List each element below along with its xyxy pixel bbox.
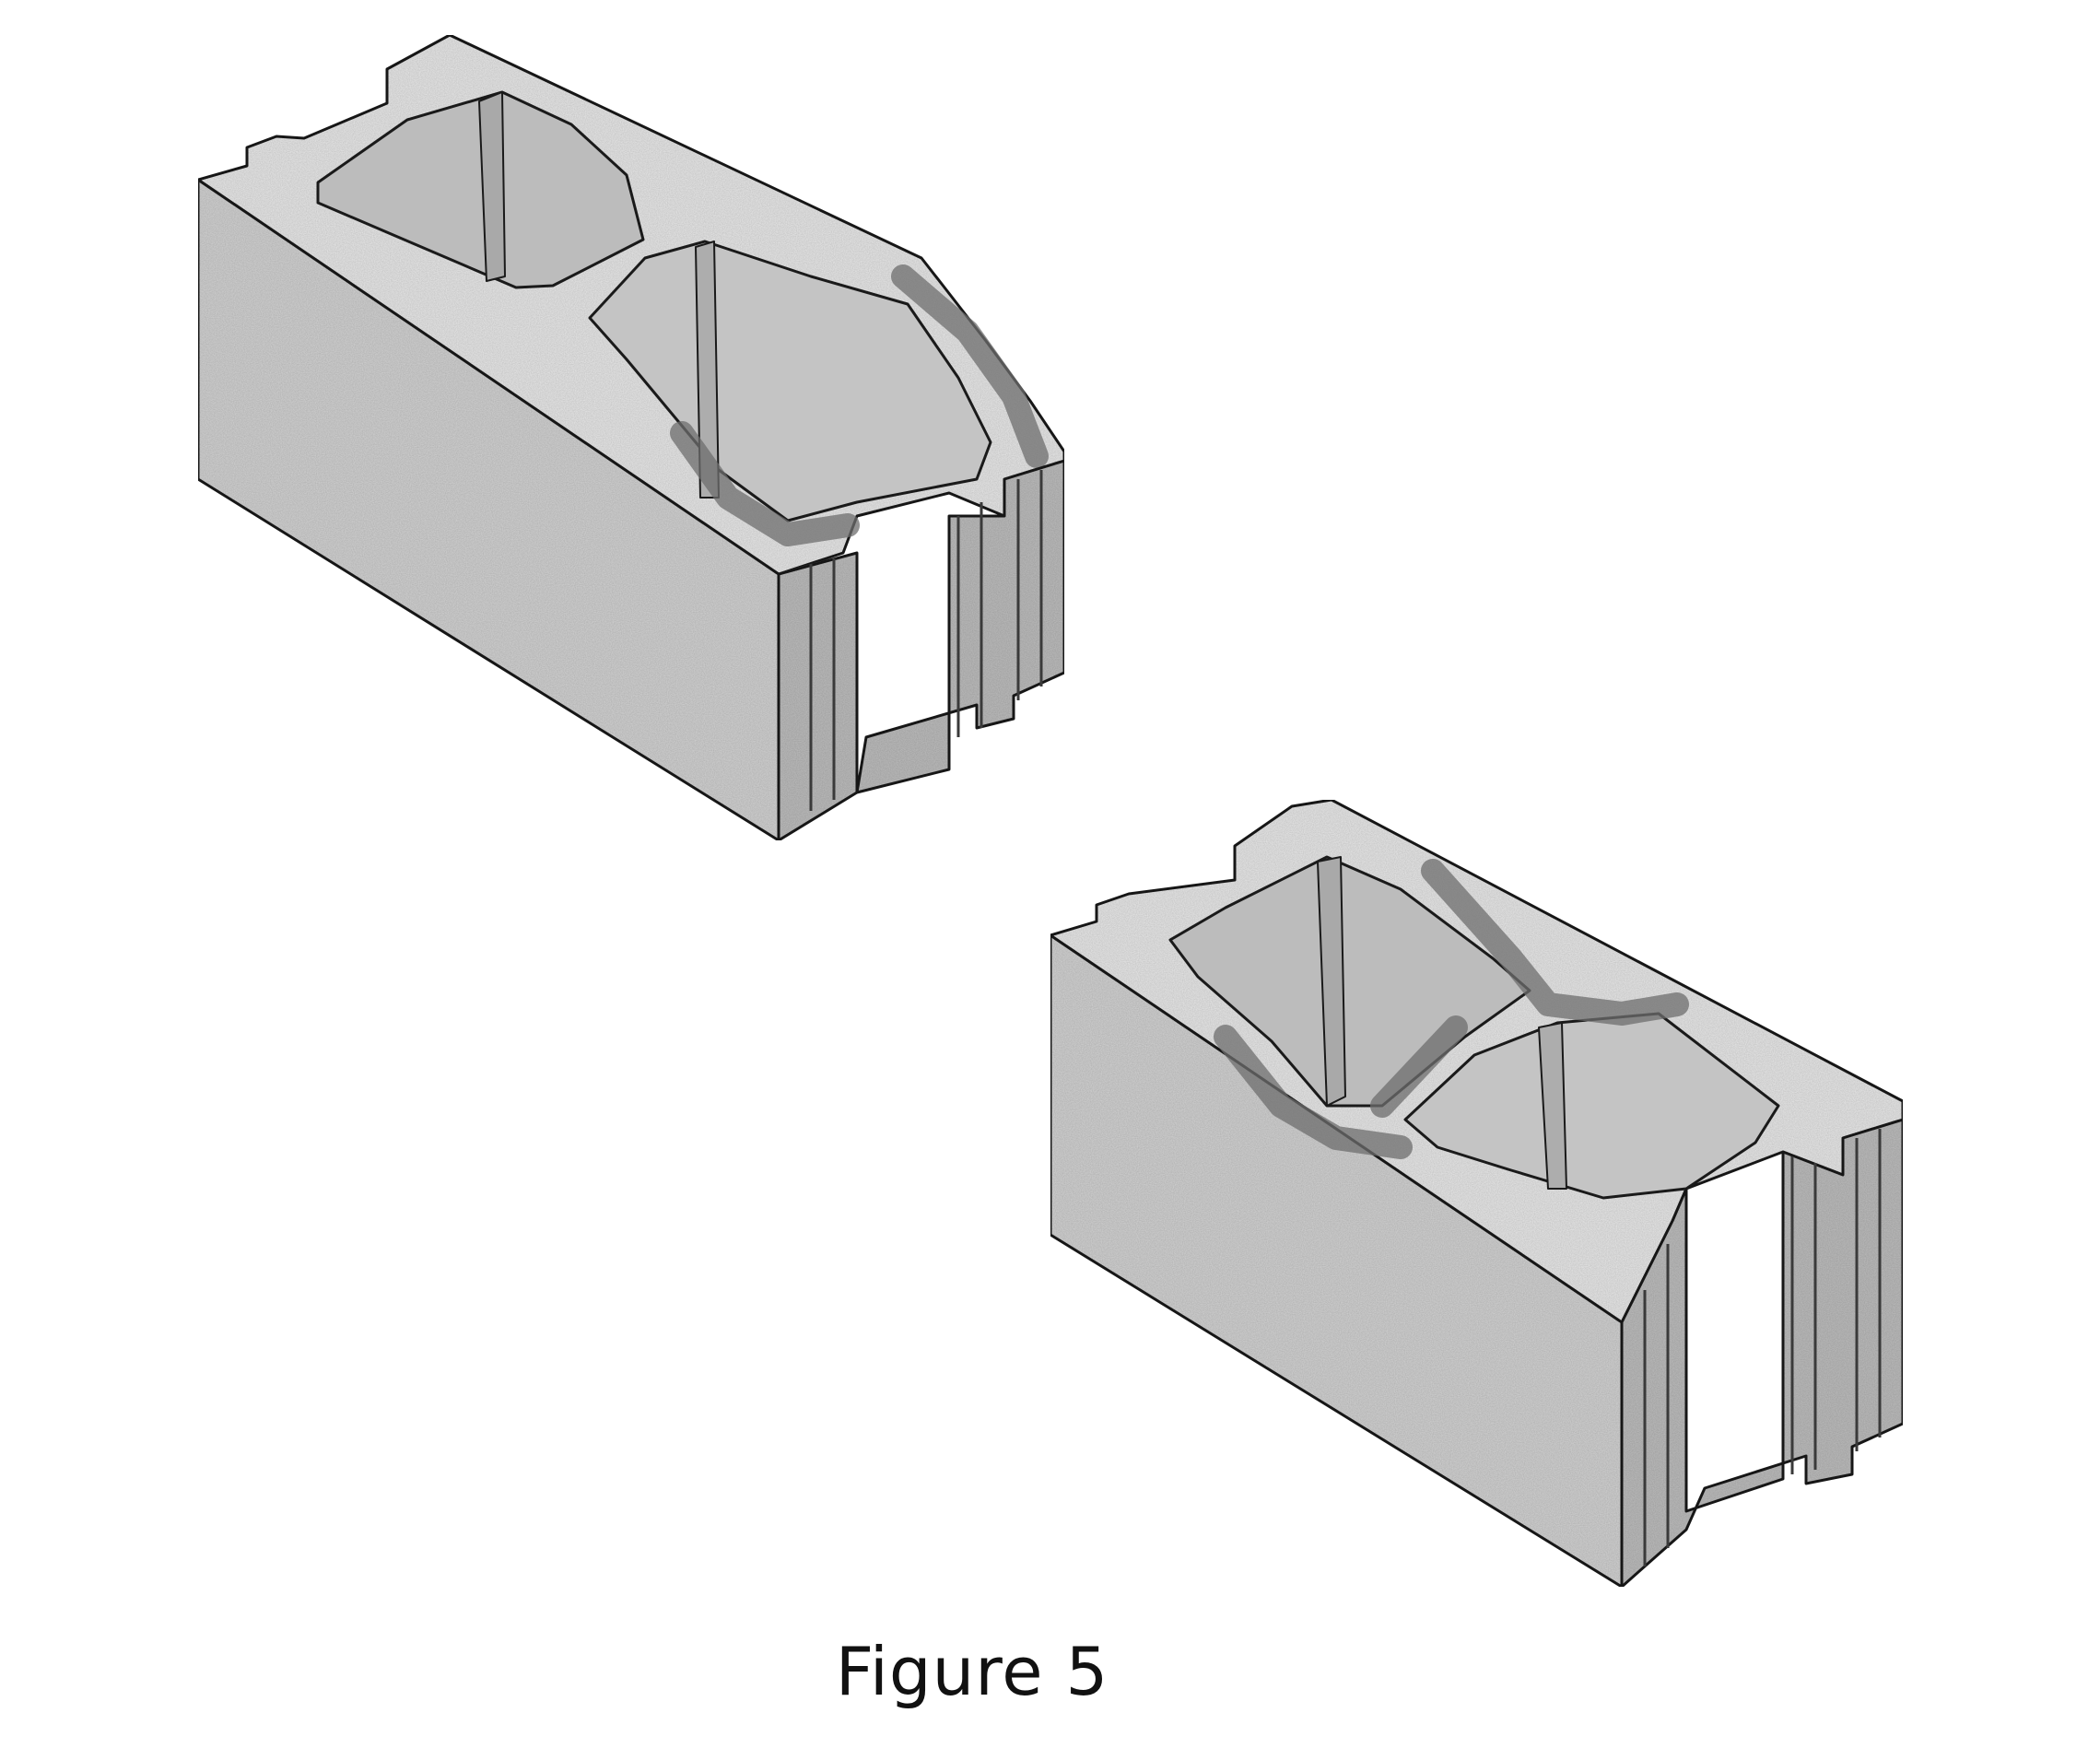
block-lower-right <box>1049 798 1905 1589</box>
block-2-end-face <box>1620 1118 1905 1589</box>
block-2-cavity-right-wall <box>1538 1022 1567 1190</box>
block-1-fracture <box>670 264 1049 546</box>
block-upper-left <box>196 33 1066 842</box>
block-2-cavity-left-wall <box>1317 856 1346 1107</box>
block-2-end-grooves <box>1643 1129 1882 1566</box>
block-1-cavity-left <box>316 90 645 289</box>
block-1-end-grooves <box>809 470 1043 811</box>
block-2-cavity-right <box>1403 1012 1780 1200</box>
block-1-cavity-left-wall <box>478 91 506 282</box>
block-1-end-face <box>777 459 1066 842</box>
figure-caption: Figure 5 <box>835 1633 1109 1710</box>
block-2-fracture <box>1214 859 1689 1159</box>
